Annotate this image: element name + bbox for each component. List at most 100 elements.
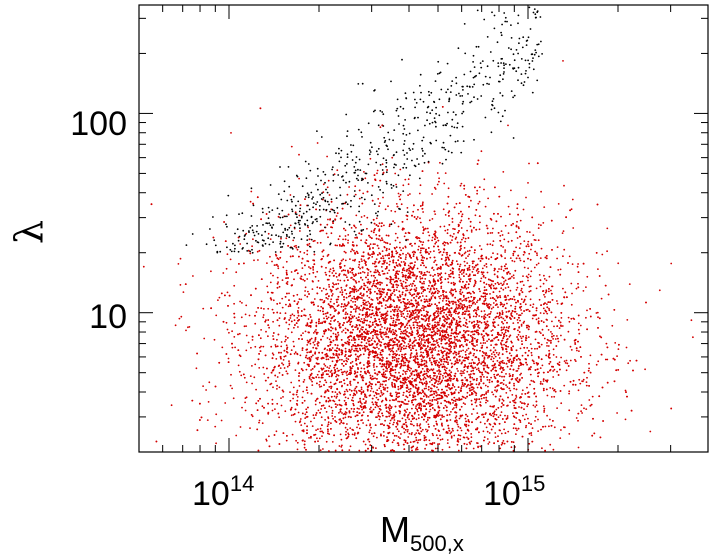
- red-data-point: [432, 328, 434, 331]
- red-data-point: [371, 262, 374, 265]
- red-data-point: [427, 396, 430, 398]
- red-data-point: [542, 222, 545, 224]
- red-data-point: [480, 315, 483, 318]
- red-data-point: [453, 407, 455, 409]
- red-data-point: [546, 394, 549, 397]
- red-data-point: [482, 337, 485, 340]
- red-data-point: [314, 330, 316, 333]
- red-data-point: [417, 318, 420, 320]
- red-data-point: [501, 234, 504, 236]
- red-data-point: [471, 266, 474, 268]
- red-data-point: [395, 358, 398, 360]
- red-data-point: [316, 286, 319, 289]
- red-data-point: [556, 362, 559, 365]
- red-data-point: [461, 304, 464, 306]
- red-data-point: [429, 408, 432, 411]
- red-data-point: [327, 298, 329, 300]
- red-data-point: [433, 375, 435, 377]
- red-data-point: [504, 294, 507, 297]
- red-data-point: [549, 443, 552, 446]
- red-data-point: [504, 249, 507, 252]
- red-data-point: [321, 298, 323, 301]
- red-data-point: [215, 442, 218, 445]
- red-data-point: [416, 355, 419, 358]
- red-data-point: [243, 376, 246, 379]
- red-data-point: [484, 299, 487, 302]
- red-data-point: [510, 362, 513, 365]
- red-data-point: [363, 271, 366, 274]
- red-data-point: [315, 333, 318, 335]
- red-data-point: [436, 289, 439, 292]
- red-data-point: [411, 377, 414, 380]
- red-data-point: [377, 262, 380, 264]
- red-data-point: [512, 252, 515, 255]
- red-data-point: [404, 285, 407, 288]
- red-data-point: [436, 333, 439, 335]
- red-data-point: [394, 247, 396, 250]
- red-data-point: [366, 286, 369, 289]
- red-data-point: [368, 296, 371, 299]
- red-data-point: [471, 383, 474, 385]
- red-data-point: [474, 323, 476, 326]
- red-data-point: [354, 310, 357, 313]
- red-data-point: [258, 421, 260, 424]
- red-data-point: [309, 342, 312, 345]
- red-data-point: [553, 368, 556, 371]
- red-data-point: [501, 303, 503, 305]
- red-data-point: [468, 249, 471, 252]
- red-data-point: [262, 314, 265, 316]
- red-data-point: [344, 259, 347, 262]
- red-data-point: [372, 282, 375, 285]
- red-data-point: [425, 328, 428, 330]
- red-data-point: [388, 329, 391, 332]
- red-data-point: [540, 247, 543, 250]
- red-data-point: [515, 370, 518, 372]
- red-data-point: [586, 275, 589, 278]
- red-data-point: [490, 307, 493, 310]
- red-data-point: [313, 239, 316, 242]
- red-data-point: [379, 383, 382, 385]
- red-data-point: [386, 343, 388, 346]
- red-data-point: [395, 283, 398, 286]
- red-data-point: [333, 395, 336, 398]
- red-data-point: [443, 415, 445, 418]
- red-data-point: [560, 402, 563, 405]
- red-data-point: [567, 316, 570, 319]
- red-data-point: [187, 326, 189, 329]
- red-data-point: [557, 269, 560, 271]
- red-data-point: [536, 347, 539, 350]
- red-data-point: [182, 291, 185, 293]
- red-data-point: [500, 432, 503, 435]
- red-data-point: [468, 320, 471, 323]
- red-data-point: [317, 280, 320, 282]
- red-data-point: [539, 285, 542, 288]
- red-data-point: [431, 369, 434, 372]
- red-data-point: [437, 308, 439, 311]
- red-data-point: [259, 337, 262, 340]
- red-data-point: [446, 439, 449, 441]
- red-data-point: [484, 363, 486, 365]
- red-data-point: [496, 360, 499, 362]
- red-data-point: [368, 315, 370, 317]
- red-data-point: [565, 359, 568, 362]
- red-data-point: [208, 381, 211, 384]
- red-data-point: [624, 389, 627, 392]
- red-data-point: [543, 312, 545, 315]
- red-data-point: [341, 412, 343, 414]
- red-data-point: [376, 436, 378, 439]
- red-data-point: [416, 316, 419, 318]
- red-data-point: [453, 350, 456, 353]
- red-data-point: [575, 287, 578, 290]
- red-data-point: [578, 350, 580, 352]
- red-data-point: [489, 232, 492, 234]
- red-data-point: [419, 355, 422, 357]
- red-data-point: [400, 249, 402, 252]
- red-data-point: [375, 306, 378, 309]
- red-data-point: [392, 284, 395, 287]
- red-data-point: [370, 426, 372, 429]
- red-data-point: [406, 327, 409, 329]
- red-data-point: [407, 429, 409, 431]
- red-data-point: [509, 389, 512, 392]
- red-data-point: [452, 399, 455, 402]
- red-data-point: [409, 338, 411, 341]
